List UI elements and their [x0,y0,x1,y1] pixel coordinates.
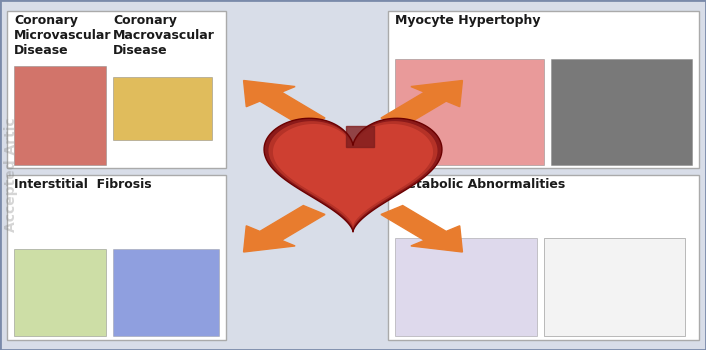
Bar [7,175,226,340]
Bar [544,238,685,336]
FancyArrow shape [381,80,462,127]
PathPatch shape [264,118,442,232]
Text: Interstitial  Fibrosis: Interstitial Fibrosis [14,178,152,191]
Polygon shape [346,126,374,147]
Bar [14,66,106,164]
Bar [14,248,106,336]
Bar [113,248,219,336]
PathPatch shape [268,121,438,229]
Text: Accepted Artic: Accepted Artic [4,118,18,232]
Bar [395,60,544,164]
FancyArrow shape [244,205,325,252]
Text: Metabolic Abnormalities: Metabolic Abnormalities [395,178,566,191]
Bar [395,238,537,336]
Bar [388,10,699,168]
Text: Coronary
Microvascular
Disease: Coronary Microvascular Disease [14,14,112,57]
PathPatch shape [273,124,433,226]
FancyArrow shape [244,80,325,127]
Bar [7,10,226,168]
FancyArrow shape [381,205,462,252]
Text: Myocyte Hypertophy: Myocyte Hypertophy [395,14,541,27]
Bar [113,77,212,140]
Bar [388,175,699,340]
Text: Coronary
Macrovascular
Disease: Coronary Macrovascular Disease [113,14,215,57]
Bar [551,60,692,164]
